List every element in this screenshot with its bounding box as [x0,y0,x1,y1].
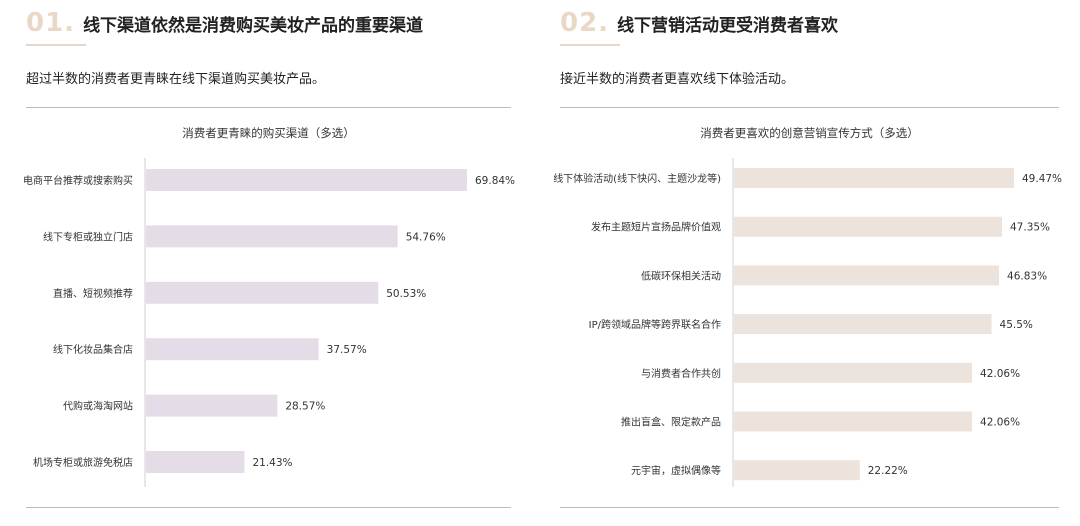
value-label: 37.57% [327,344,367,356]
value-label: 54.76% [406,231,446,243]
value-label: 22.22% [868,465,908,477]
section-header: 01. 线下渠道依然是消费购买美妆产品的重要渠道 [26,8,423,44]
category-label: 直播、短视频推荐 [53,287,133,300]
section-title: 线下渠道依然是消费购买美妆产品的重要渠道 [83,16,424,36]
value-label: 42.06% [980,368,1020,380]
category-label: IP/跨领域品牌等跨界联名合作 [589,318,721,331]
marketing-method-chart: 线下体验活动(线下快闪、主题沙龙等) 49.47% 发布主题短片宣扬品牌价值观 47.… [553,158,1062,487]
right-panel: 02. 线下营销活动更受消费者喜欢 接近半数的消费者更喜欢线下体验活动。 消费者… [553,0,1062,526]
value-label: 21.43% [252,457,292,469]
bar [734,314,992,335]
chart-title: 消费者更喜欢的创意营销宣传方式（多选） [700,126,919,140]
bar [146,281,379,304]
top-divider [560,107,1059,108]
bar [734,411,973,432]
category-label: 电商平台推荐或搜索购买 [23,174,133,187]
bar [734,265,1000,286]
category-label: 线下专柜或独立门店 [43,230,133,243]
value-label: 28.57% [285,401,325,413]
category-label: 线下化妆品集合店 [53,343,133,356]
left-panel: 01. 线下渠道依然是消费购买美妆产品的重要渠道 超过半数的消费者更青睐在线下渠… [23,0,515,526]
title-underline [26,44,86,46]
category-label: 发布主题短片宣扬品牌价值观 [591,221,721,234]
category-label: 元宇宙，虚拟偶像等 [631,464,721,477]
category-label: 代购或海淘网站 [63,400,133,413]
value-label: 49.47% [1022,173,1062,185]
category-label: 低碳环保相关活动 [641,269,721,282]
purchase-channel-chart: 电商平台推荐或搜索购买 69.84% 线下专柜或独立门店 54.76% 直播、短视频推荐… [23,158,515,487]
bar [734,362,973,383]
bar [734,460,860,481]
category-label: 线下体验活动(线下快闪、主题沙龙等) [553,172,721,185]
bar [734,168,1014,188]
bar [146,394,278,417]
bar [146,169,467,191]
section-subtitle: 超过半数的消费者更青睐在线下渠道购买美妆产品。 [26,72,326,87]
bottom-divider [560,507,1059,508]
bar [146,338,319,361]
section-subtitle: 接近半数的消费者更喜欢线下体验活动。 [560,72,795,87]
title-underline [560,44,620,46]
bar [734,216,1003,237]
section-number: 02. [560,8,610,38]
category-label: 与消费者合作共创 [641,367,721,380]
section-title: 线下营销活动更受消费者喜欢 [617,16,839,36]
value-label: 46.83% [1007,270,1047,282]
bottom-divider [26,507,511,508]
category-label: 机场专柜或旅游免税店 [33,456,133,469]
top-divider [26,107,511,108]
category-label: 推出盲盒、限定款产品 [621,416,721,429]
bar [146,451,245,473]
value-label: 45.5% [1000,319,1033,331]
value-label: 69.84% [475,175,515,187]
value-label: 47.35% [1010,222,1050,234]
value-label: 50.53% [386,288,426,300]
value-label: 42.06% [980,417,1020,429]
section-number: 01. [26,8,76,38]
bar [146,225,398,248]
section-header: 02. 线下营销活动更受消费者喜欢 [560,8,838,44]
chart-title: 消费者更青睐的购买渠道（多选） [182,126,355,140]
